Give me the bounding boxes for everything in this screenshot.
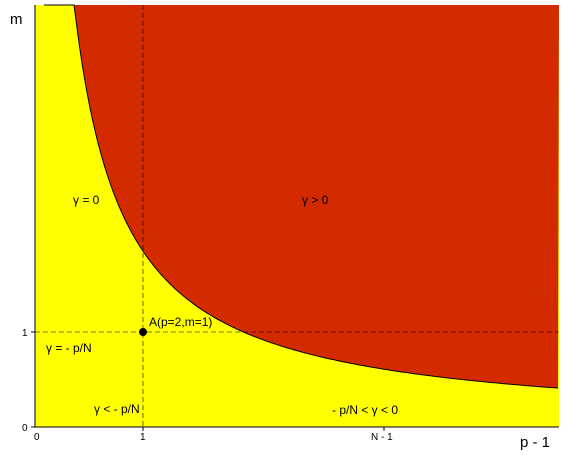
point-a-marker — [139, 328, 147, 336]
x-tick-label-1: 1 — [140, 432, 146, 443]
plot-area — [35, 4, 559, 427]
curve-gamma-zero — [44, 4, 559, 389]
y-tick-label-1: 1 — [22, 328, 28, 339]
region-label-gamma-eq: γ = - p/N — [46, 341, 92, 355]
x-tick-label-0: 0 — [34, 432, 40, 443]
region-label-gamma-positive: γ > 0 — [302, 193, 329, 207]
y-axis-label: m — [10, 11, 23, 28]
axes — [31, 5, 559, 431]
region-label-gamma-between: - p/N < γ < 0 — [332, 403, 398, 417]
x-tick-label-n-minus-1: N - 1 — [371, 432, 393, 443]
region-gamma-positive — [44, 5, 559, 389]
point-a-label: A(p=2,m=1) — [149, 315, 212, 329]
region-label-gamma-less: γ < - p/N — [94, 402, 140, 416]
region-label-gamma-zero: γ = 0 — [73, 193, 100, 207]
x-axis-label: p - 1 — [520, 434, 550, 451]
y-tick-label-0: 0 — [22, 423, 28, 434]
